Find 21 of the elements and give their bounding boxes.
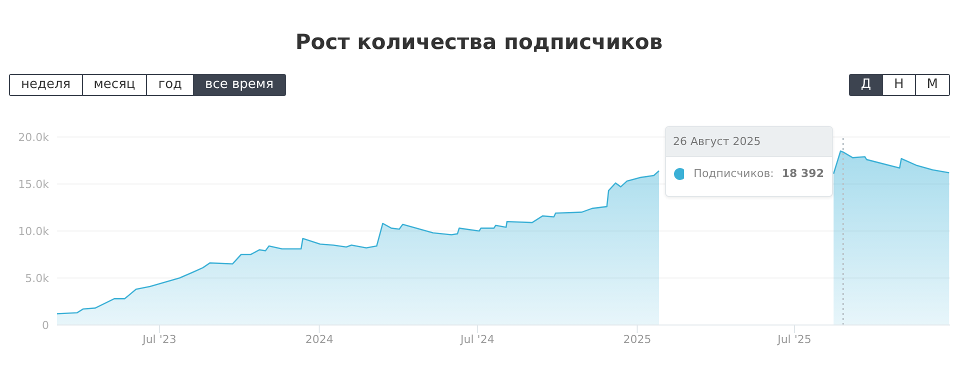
x-tick-label: Jul '25	[776, 332, 812, 346]
text: неделя	[10, 75, 82, 95]
x-tick-label: Jul '23	[142, 332, 176, 346]
text: М	[914, 75, 949, 95]
text: год	[146, 75, 194, 95]
chart-title: Рост количества подписчиков	[294, 30, 664, 54]
y-tick-label: 20.0k	[18, 130, 50, 144]
x-tick-label: 2025	[623, 332, 652, 346]
x-tick-label: Jul '24	[460, 332, 494, 346]
annotation: 18 392	[782, 167, 824, 180]
legend-label: Подписчиков:	[694, 167, 774, 180]
annotation: 26 Август 2025	[666, 127, 832, 157]
text: Д	[850, 75, 882, 95]
text: Н	[882, 75, 915, 95]
x-tick-label: 2024	[305, 332, 334, 346]
text: месяц	[82, 75, 146, 95]
y-tick-label: 5.0k	[25, 272, 50, 285]
y-tick-label: 15.0k	[18, 178, 50, 191]
y-tick-label: 10.0k	[18, 224, 50, 238]
y-tick-label: 0	[42, 318, 49, 332]
text: все время	[193, 75, 285, 95]
